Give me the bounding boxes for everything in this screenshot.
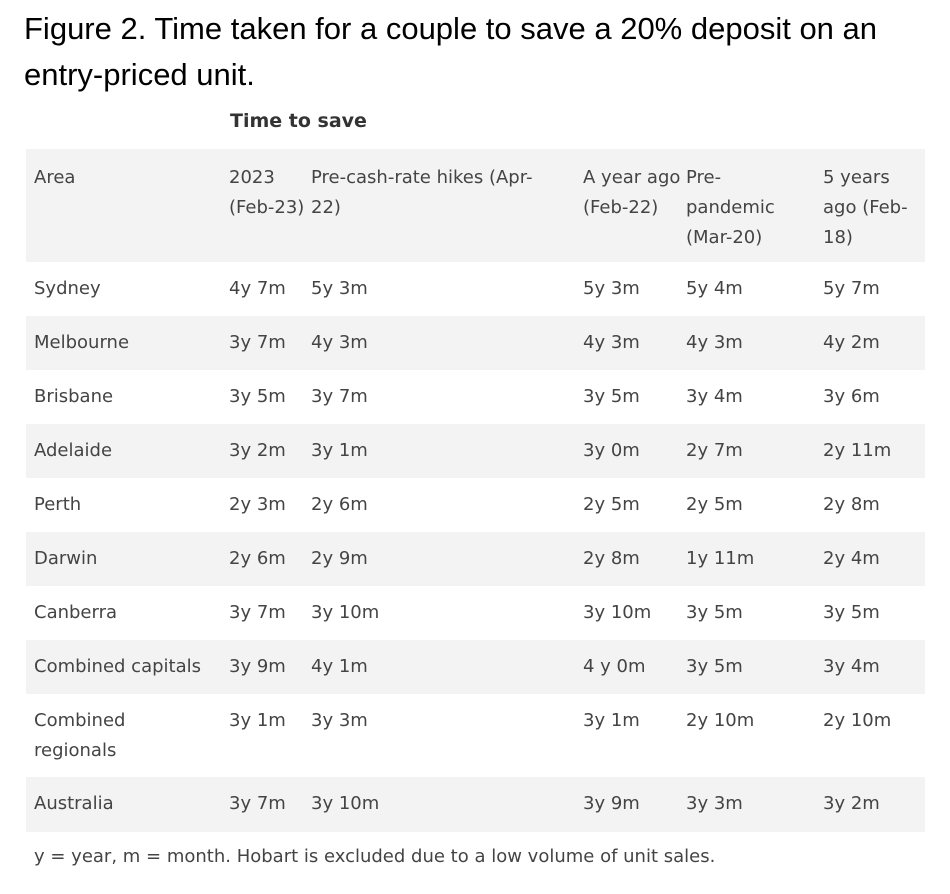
table-cell: 5y 3m xyxy=(311,278,368,299)
column-header: 5 years ago (Feb-18) xyxy=(823,167,908,248)
table-cell: 2y 11m xyxy=(823,440,892,461)
area-cell: Combined capitals xyxy=(34,656,201,677)
column-header: Pre-pandemic (Mar-20) xyxy=(686,167,775,248)
table-cell: 5y 3m xyxy=(583,278,640,299)
table-cell: 4y 3m xyxy=(686,332,743,353)
table-cell: 2y 10m xyxy=(823,710,892,731)
table-cell: 3y 2m xyxy=(823,793,880,814)
area-cell: Melbourne xyxy=(34,332,130,353)
table-cell: 3y 1m xyxy=(229,710,286,731)
column-header: 2023 (Feb-23) xyxy=(229,167,305,218)
table-cell: 5y 7m xyxy=(823,278,880,299)
column-header: Area xyxy=(34,167,76,188)
table-cell: 3y 2m xyxy=(229,440,286,461)
table-row: Sydney 4y 7m 5y 3m 5y 3m 5y 4m 5y 7m xyxy=(26,262,925,316)
table-cell: 2y 6m xyxy=(311,494,368,515)
area-cell: Adelaide xyxy=(34,440,113,461)
table-cell: 3y 5m xyxy=(686,602,743,623)
table-cell: 2y 3m xyxy=(229,494,286,515)
table-cell: 3y 7m xyxy=(311,386,368,407)
column-header: Pre-cash-rate hikes (Apr-22) xyxy=(311,167,533,218)
table-cell: 2y 6m xyxy=(229,548,286,569)
area-cell: Perth xyxy=(34,494,82,515)
table-cell: 3y 4m xyxy=(823,656,880,677)
table-cell: 2y 5m xyxy=(686,494,743,515)
table-cell: 4y 7m xyxy=(229,278,286,299)
table-cell: 3y 7m xyxy=(229,602,286,623)
table-cell: 4 y 0m xyxy=(583,656,646,677)
table-cell: 1y 11m xyxy=(686,548,755,569)
table-row: Combined regionals 3y 1m 3y 3m 3y 1m 2y … xyxy=(26,694,925,777)
table-cell: 3y 1m xyxy=(583,710,640,731)
table-row: Perth 2y 3m 2y 6m 2y 5m 2y 5m 2y 8m xyxy=(26,478,925,532)
table-cell: 2y 10m xyxy=(686,710,755,731)
area-cell: Brisbane xyxy=(34,386,114,407)
area-cell: Australia xyxy=(34,793,114,814)
table-cell: 4y 3m xyxy=(583,332,640,353)
area-cell: Canberra xyxy=(34,602,118,623)
table-cell: 3y 0m xyxy=(583,440,640,461)
table-cell: 3y 10m xyxy=(311,602,380,623)
area-cell: Sydney xyxy=(34,278,101,299)
table-cell: 3y 5m xyxy=(229,386,286,407)
table-footnote: y = year, m = month. Hobart is excluded … xyxy=(34,846,716,867)
table-cell: 2y 7m xyxy=(686,440,743,461)
data-table: Area 2023 (Feb-23) Pre-cash-rate hikes (… xyxy=(26,149,925,832)
table-row: Australia 3y 7m 3y 10m 3y 9m 3y 3m 3y 2m xyxy=(26,777,925,832)
table-cell: 3y 3m xyxy=(311,710,368,731)
table-cell: 3y 9m xyxy=(229,656,286,677)
table-cell: 5y 4m xyxy=(686,278,743,299)
table-row: Combined capitals 3y 9m 4y 1m 4 y 0m 3y … xyxy=(26,640,925,694)
figure-title: Figure 2. Time taken for a couple to sav… xyxy=(24,11,878,92)
table-cell: 3y 10m xyxy=(583,602,652,623)
table-row: Melbourne 3y 7m 4y 3m 4y 3m 4y 3m 4y 2m xyxy=(26,316,925,370)
table-cell: 4y 3m xyxy=(311,332,368,353)
table-cell: 3y 10m xyxy=(311,793,380,814)
table-cell: 3y 5m xyxy=(686,656,743,677)
table-cell: 4y 1m xyxy=(311,656,368,677)
table-cell: 2y 8m xyxy=(823,494,880,515)
table-cell: 3y 5m xyxy=(583,386,640,407)
table-cell: 3y 9m xyxy=(583,793,640,814)
table-row: Canberra 3y 7m 3y 10m 3y 10m 3y 5m 3y 5m xyxy=(26,586,925,640)
table-cell: 3y 3m xyxy=(686,793,743,814)
table-cell: 3y 7m xyxy=(229,332,286,353)
table-cell: 3y 5m xyxy=(823,602,880,623)
table-row: Brisbane 3y 5m 3y 7m 3y 5m 3y 4m 3y 6m xyxy=(26,370,925,424)
table-cell: 3y 1m xyxy=(311,440,368,461)
area-cell: Combined regionals xyxy=(34,710,126,761)
table-cell: 3y 4m xyxy=(686,386,743,407)
table-header-row: Area 2023 (Feb-23) Pre-cash-rate hikes (… xyxy=(26,149,925,262)
table-cell: 3y 6m xyxy=(823,386,880,407)
table-subheading: Time to save xyxy=(230,110,367,132)
table-row: Adelaide 3y 2m 3y 1m 3y 0m 2y 7m 2y 11m xyxy=(26,424,925,478)
table-cell: 2y 9m xyxy=(311,548,368,569)
column-header: A year ago (Feb-22) xyxy=(583,167,681,218)
table-cell: 2y 4m xyxy=(823,548,880,569)
table-cell: 4y 2m xyxy=(823,332,880,353)
table-row: Darwin 2y 6m 2y 9m 2y 8m 1y 11m 2y 4m xyxy=(26,532,925,586)
table-cell: 3y 7m xyxy=(229,793,286,814)
table-cell: 2y 8m xyxy=(583,548,640,569)
table-cell: 2y 5m xyxy=(583,494,640,515)
area-cell: Darwin xyxy=(34,548,98,569)
